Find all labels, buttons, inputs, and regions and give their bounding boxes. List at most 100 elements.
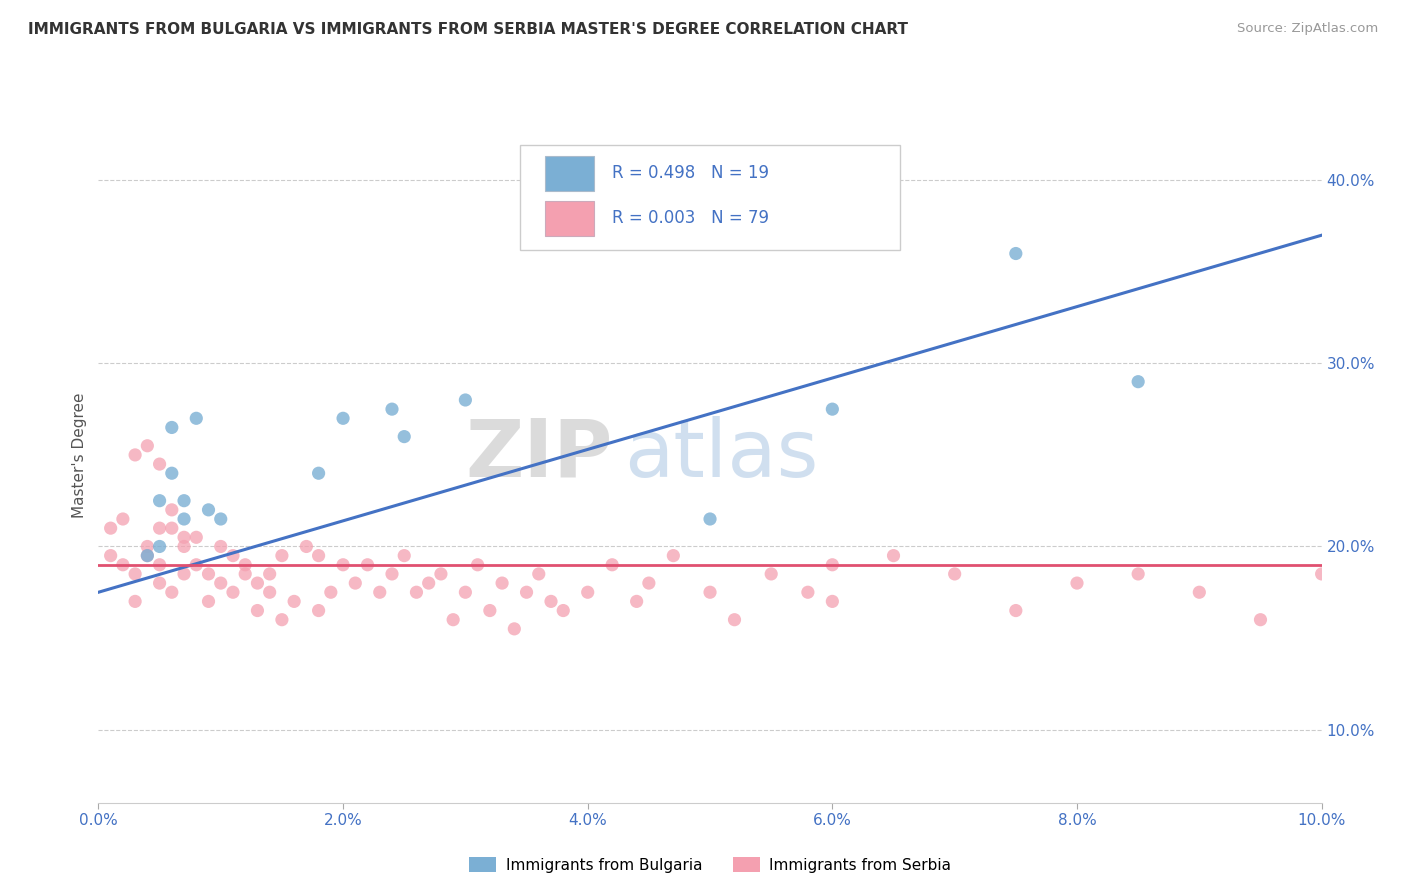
Point [723,613,745,627]
Point [100,521,122,535]
Point [283,594,305,608]
Point [308,549,330,563]
Point [149,521,172,535]
Point [478,603,501,617]
Point [1128,566,1150,581]
Point [418,576,440,591]
Point [173,530,195,544]
Point [111,512,134,526]
Point [467,558,489,572]
Point [233,558,256,572]
Point [392,549,416,563]
Point [209,540,232,554]
Point [759,566,782,581]
Point [149,540,172,554]
Point [197,566,219,581]
Point [160,521,183,535]
Point [699,585,721,599]
Point [173,512,195,526]
FancyBboxPatch shape [520,145,900,250]
Point [111,558,134,572]
Point [100,549,122,563]
Point [270,549,292,563]
Point [503,622,526,636]
Point [1188,585,1211,599]
Point [797,585,820,599]
Point [430,566,453,581]
Point [454,392,477,407]
Point [124,566,146,581]
Point [368,585,391,599]
Point [699,512,721,526]
Y-axis label: Master's Degree: Master's Degree [72,392,87,517]
Point [246,603,269,617]
Point [136,439,159,453]
Text: Source: ZipAtlas.com: Source: ZipAtlas.com [1237,22,1378,36]
Point [160,467,183,481]
Point [149,558,172,572]
Point [186,530,208,544]
Point [381,566,404,581]
Point [136,540,159,554]
Point [259,585,281,599]
Point [173,493,195,508]
Point [821,594,844,608]
Point [662,549,685,563]
Bar [546,156,593,191]
Point [626,594,648,608]
Point [136,549,159,563]
Point [540,594,562,608]
Point [1004,246,1026,260]
Point [516,585,538,599]
Legend: Immigrants from Bulgaria, Immigrants from Serbia: Immigrants from Bulgaria, Immigrants fro… [463,850,957,879]
Point [259,566,281,581]
Point [136,549,159,563]
Bar [546,201,593,235]
Text: R = 0.003   N = 79: R = 0.003 N = 79 [612,210,769,227]
Point [1310,566,1333,581]
Point [209,576,232,591]
Point [527,566,550,581]
Point [356,558,378,572]
Point [149,493,172,508]
Point [308,467,330,481]
Point [160,503,183,517]
Text: ZIP: ZIP [465,416,612,494]
Point [392,429,416,443]
Point [943,566,966,581]
Point [197,503,219,517]
Point [222,549,245,563]
Point [308,603,330,617]
Point [344,576,367,591]
Point [149,457,172,471]
Point [149,576,172,591]
Point [332,558,354,572]
Point [381,402,404,417]
Point [160,420,183,434]
Point [295,540,318,554]
Point [124,594,146,608]
Point [491,576,513,591]
Point [883,549,905,563]
Point [246,576,269,591]
Point [1066,576,1088,591]
Text: atlas: atlas [624,416,818,494]
Point [1004,603,1026,617]
Point [553,603,575,617]
Point [209,512,232,526]
Point [222,585,245,599]
Point [233,566,256,581]
Point [332,411,354,425]
Point [124,448,146,462]
Point [270,613,292,627]
Point [821,558,844,572]
Point [600,558,623,572]
Point [173,540,195,554]
Point [405,585,427,599]
Point [319,585,342,599]
Point [637,576,661,591]
Point [441,613,464,627]
Text: IMMIGRANTS FROM BULGARIA VS IMMIGRANTS FROM SERBIA MASTER'S DEGREE CORRELATION C: IMMIGRANTS FROM BULGARIA VS IMMIGRANTS F… [28,22,908,37]
Point [173,566,195,581]
Point [1249,613,1271,627]
